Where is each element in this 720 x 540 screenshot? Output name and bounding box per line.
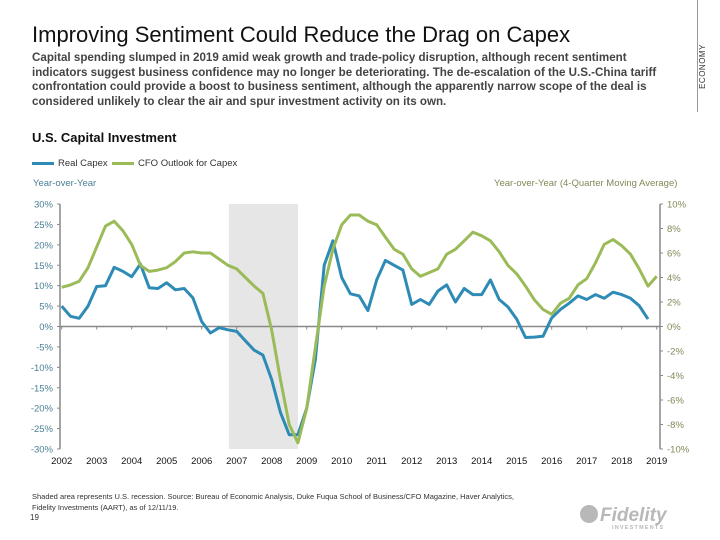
x-tick-label: 2012: [401, 456, 422, 467]
fidelity-logo: Fidelity INVESTMENTS: [578, 502, 690, 535]
series-line-real-capex: [60, 239, 650, 437]
y-tick-label-right: -10%: [667, 445, 690, 456]
y-tick-label-left: -20%: [31, 404, 54, 415]
y-tick-label-left: 20%: [34, 240, 54, 251]
y-tick-label-left: 5%: [39, 302, 53, 313]
y-tick-label-right: 0%: [667, 322, 681, 333]
y-tick-label-right: 2%: [667, 298, 681, 309]
x-tick-label: 2002: [51, 456, 72, 467]
series-line-cfo-outlook: [61, 213, 658, 445]
y-tick-label-left: 0%: [39, 322, 53, 333]
x-tick-label: 2009: [296, 456, 317, 467]
y-tick-label-left: -25%: [31, 424, 54, 435]
footer-line: Fidelity Investments (AART), as of 12/11…: [32, 502, 179, 512]
svg-text:Fidelity: Fidelity: [600, 505, 668, 526]
x-tick-label: 2011: [366, 456, 386, 467]
page-title: Improving Sentiment Could Reduce the Dra…: [32, 22, 571, 47]
x-tick-label: 2005: [156, 456, 177, 467]
legend-item-real-capex: Real Capex: [32, 158, 108, 169]
y-tick-label-left: 15%: [34, 261, 54, 272]
page-subtitle: Capital spending slumped in 2019 amid we…: [32, 51, 657, 108]
y-tick-label-right: 6%: [667, 249, 681, 260]
legend-label: CFO Outlook for Capex: [138, 158, 238, 169]
y-tick-label-right: -6%: [667, 396, 684, 407]
chart-heading: U.S. Capital Investment: [32, 130, 177, 145]
x-tick-label: 2008: [261, 456, 282, 467]
y-tick-label-left: -5%: [36, 342, 53, 353]
y-tick-label-right: 4%: [667, 273, 681, 284]
x-tick-label: 2003: [86, 456, 107, 467]
x-tick-label: 2018: [611, 456, 632, 467]
x-tick-label: 2010: [331, 456, 352, 467]
x-tick-label: 2006: [191, 456, 212, 467]
y-axis-left-label: Year-over-Year: [33, 178, 97, 189]
y-tick-label-left: -10%: [31, 363, 54, 374]
y-tick-label-right: -2%: [667, 347, 684, 358]
legend-swatch: [112, 162, 134, 165]
y-tick-label-left: 30%: [34, 200, 54, 211]
legend-swatch: [32, 162, 54, 165]
x-tick-label: 2004: [121, 456, 142, 467]
legend-label: Real Capex: [58, 158, 108, 169]
svg-text:INVESTMENTS: INVESTMENTS: [612, 525, 664, 530]
x-tick-label: 2019: [646, 456, 667, 467]
y-tick-label-right: 10%: [667, 200, 687, 211]
x-tick-label: 2007: [226, 456, 247, 467]
y-tick-label-right: 8%: [667, 224, 681, 235]
x-tick-label: 2013: [436, 456, 457, 467]
legend-item-cfo-outlook: CFO Outlook for Capex: [112, 158, 237, 169]
y-tick-label-right: -8%: [667, 420, 684, 431]
footer-source: Shaded area represents U.S. recession. S…: [32, 492, 514, 513]
x-tick-label: 2017: [576, 456, 597, 467]
x-tick-label: 2016: [541, 456, 562, 467]
page-number: 19: [30, 513, 39, 522]
y-tick-label-left: 10%: [34, 281, 54, 292]
section-divider: [697, 0, 698, 112]
x-tick-label: 2014: [471, 456, 492, 467]
footer-line: Shaded area represents U.S. recession. S…: [32, 492, 514, 501]
line-chart: 30% 25% 20% 15% 10% 5% 0% -5% -10% -15% -20% -25% -3…: [31, 200, 690, 468]
y-tick-label-left: 25%: [34, 220, 54, 231]
x-tick-label: 2015: [506, 456, 527, 467]
y-tick-label-right: -4%: [667, 371, 684, 382]
y-tick-label-left: -15%: [31, 383, 54, 394]
y-axis-right-label: Year-over-Year (4-Quarter Moving Average…: [494, 178, 678, 189]
y-tick-label-left: -30%: [31, 445, 54, 456]
